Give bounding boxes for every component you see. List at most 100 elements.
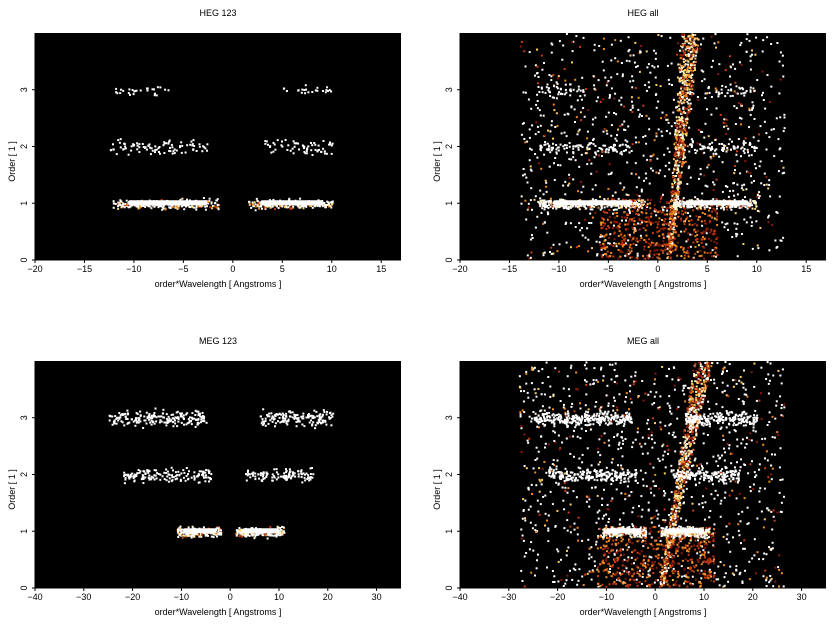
- event-mark: [293, 145, 296, 148]
- event-mark: [139, 410, 142, 413]
- event-mark: [682, 128, 685, 131]
- event-mark: [691, 206, 694, 208]
- event-mark: [696, 240, 699, 243]
- event-mark: [673, 230, 676, 232]
- event-mark: [671, 212, 674, 215]
- x-tick-label: −15: [77, 264, 92, 274]
- event-mark: [710, 65, 713, 68]
- event-mark: [120, 200, 123, 203]
- event-mark: [117, 416, 120, 419]
- event-mark: [680, 43, 683, 46]
- event-mark: [153, 474, 156, 477]
- event-mark: [255, 527, 257, 530]
- event-mark: [264, 419, 267, 422]
- event-mark: [669, 204, 672, 207]
- event-mark: [163, 142, 166, 145]
- event-mark: [772, 374, 775, 377]
- event-mark: [672, 206, 675, 208]
- event-mark: [118, 417, 121, 420]
- event-mark: [688, 220, 691, 223]
- event-mark: [571, 205, 574, 208]
- event-mark: [542, 193, 545, 196]
- event-mark: [177, 528, 179, 531]
- event-mark: [587, 538, 590, 541]
- event-mark: [658, 243, 661, 246]
- event-mark: [749, 55, 752, 58]
- event-mark: [313, 142, 316, 144]
- event-mark: [758, 133, 760, 136]
- event-mark: [142, 146, 145, 148]
- event-mark: [598, 45, 601, 47]
- event-mark: [254, 475, 257, 478]
- event-mark: [568, 158, 571, 161]
- event-mark: [650, 223, 652, 226]
- event-mark: [671, 239, 674, 242]
- event-mark: [688, 54, 690, 57]
- event-mark: [682, 71, 685, 74]
- event-mark: [271, 415, 274, 418]
- event-mark: [693, 205, 696, 208]
- event-mark: [577, 206, 580, 209]
- event-mark: [619, 125, 622, 128]
- event-mark: [572, 40, 575, 43]
- x-tick-label: −5: [603, 264, 613, 274]
- event-mark: [645, 142, 648, 145]
- event-mark: [719, 561, 722, 563]
- event-mark: [579, 89, 582, 92]
- event-mark: [289, 208, 292, 210]
- event-mark: [586, 146, 589, 149]
- event-mark: [320, 422, 323, 425]
- event-mark: [176, 206, 179, 209]
- event-mark: [276, 413, 279, 416]
- event-mark: [166, 420, 169, 422]
- event-mark: [132, 93, 135, 96]
- event-mark: [543, 199, 546, 202]
- event-mark: [280, 533, 283, 536]
- event-mark: [755, 205, 758, 208]
- event-mark: [666, 252, 669, 255]
- event-mark: [743, 547, 746, 550]
- event-mark: [577, 88, 580, 91]
- event-mark: [635, 212, 637, 215]
- event-mark: [539, 144, 542, 147]
- event-mark: [712, 181, 715, 184]
- event-mark: [684, 118, 687, 121]
- event-mark: [537, 370, 540, 373]
- event-mark: [538, 91, 541, 93]
- event-mark: [710, 113, 713, 116]
- event-mark: [544, 179, 547, 182]
- event-mark: [555, 97, 558, 100]
- event-mark: [246, 474, 249, 477]
- event-mark: [552, 207, 554, 210]
- event-mark: [608, 96, 611, 99]
- event-mark: [595, 199, 598, 202]
- event-mark: [666, 235, 669, 238]
- event-mark: [683, 393, 686, 396]
- event-mark: [643, 179, 645, 182]
- event-mark: [688, 99, 691, 101]
- event-mark: [733, 147, 736, 150]
- event-mark: [643, 245, 646, 248]
- event-mark: [614, 137, 617, 140]
- event-mark: [627, 239, 630, 242]
- event-mark: [692, 209, 695, 212]
- event-mark: [114, 203, 117, 205]
- event-mark: [604, 248, 607, 250]
- event-mark: [146, 89, 149, 92]
- event-mark: [150, 415, 153, 418]
- event-mark: [637, 96, 640, 99]
- event-mark: [717, 91, 720, 94]
- event-mark: [247, 534, 250, 536]
- event-mark: [715, 242, 718, 245]
- event-mark: [781, 172, 784, 175]
- event-mark: [646, 66, 649, 69]
- event-mark: [633, 227, 636, 230]
- event-mark: [267, 422, 270, 425]
- event-mark: [680, 76, 683, 79]
- event-mark: [682, 213, 684, 216]
- event-mark: [565, 33, 568, 35]
- event-mark: [635, 66, 638, 68]
- event-mark: [193, 206, 196, 209]
- event-mark: [641, 115, 643, 117]
- event-mark: [587, 109, 590, 112]
